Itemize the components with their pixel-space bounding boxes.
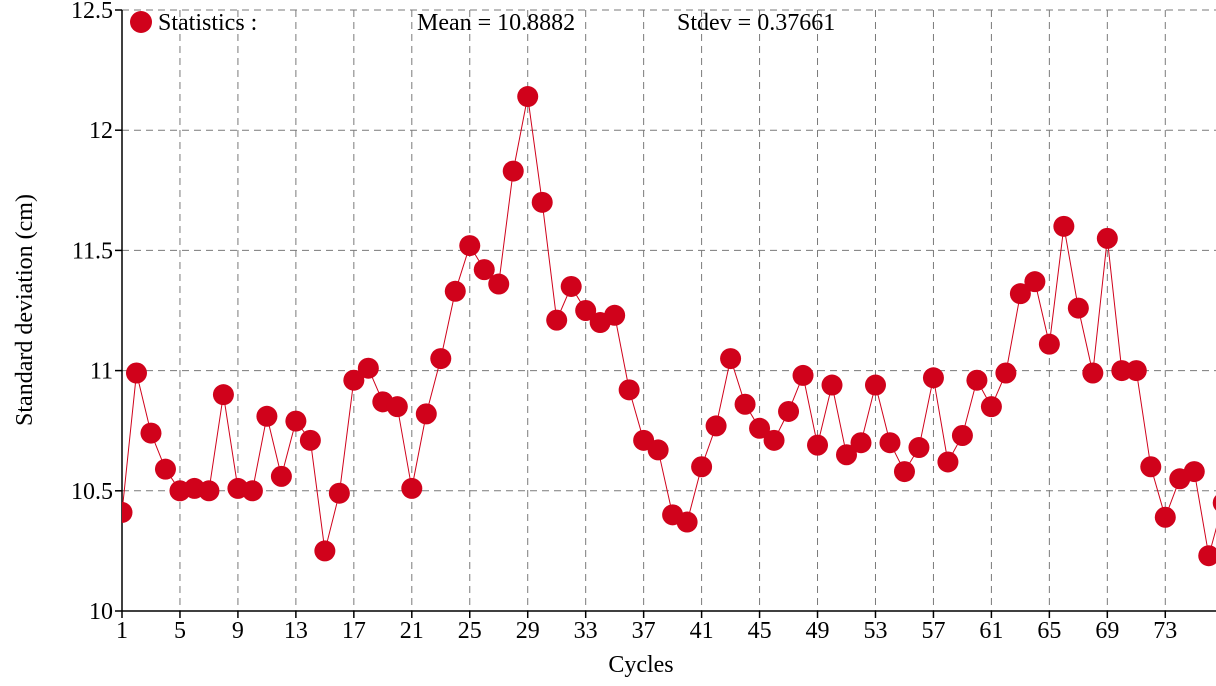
data-point	[256, 406, 277, 427]
x-tick-label: 21	[400, 618, 424, 644]
data-point	[546, 310, 567, 331]
data-point	[981, 396, 1002, 417]
data-point	[285, 411, 306, 432]
x-tick-label: 29	[516, 618, 540, 644]
x-tick-label: 9	[232, 618, 244, 644]
data-point	[242, 480, 263, 501]
x-tick-label: 61	[979, 618, 1003, 644]
data-point	[314, 540, 335, 561]
data-point	[1082, 363, 1103, 384]
x-tick-label: 73	[1153, 618, 1177, 644]
data-point	[850, 432, 871, 453]
data-point	[793, 365, 814, 386]
data-point	[952, 425, 973, 446]
data-point	[966, 370, 987, 391]
y-tick-label: 11.5	[72, 238, 113, 264]
y-tick-label: 10	[89, 599, 113, 625]
data-point	[561, 276, 582, 297]
data-point	[937, 451, 958, 472]
x-tick-label: 41	[690, 618, 714, 644]
x-tick-label: 33	[574, 618, 598, 644]
data-point	[822, 375, 843, 396]
mean-readout: Mean = 10.8882	[417, 10, 575, 36]
data-point	[1068, 298, 1089, 319]
data-point	[706, 415, 727, 436]
data-point	[691, 456, 712, 477]
data-point	[416, 403, 437, 424]
data-point	[445, 281, 466, 302]
data-point	[517, 86, 538, 107]
x-tick-label: 49	[806, 618, 830, 644]
x-axis-title: Cycles	[608, 652, 673, 678]
legend: Statistics : Mean = 10.8882 Stdev = 0.37…	[130, 10, 835, 36]
data-point	[387, 396, 408, 417]
data-point	[213, 384, 234, 405]
data-point	[865, 375, 886, 396]
data-point	[1155, 507, 1176, 528]
data-point	[764, 430, 785, 451]
data-point	[778, 401, 799, 422]
data-point	[604, 305, 625, 326]
data-point	[1097, 228, 1118, 249]
data-point	[1140, 456, 1161, 477]
x-tick-label: 25	[458, 618, 482, 644]
data-point	[1024, 271, 1045, 292]
data-point	[619, 379, 640, 400]
x-tick-label: 69	[1095, 618, 1119, 644]
y-tick-label: 10.5	[71, 479, 113, 505]
data-point	[329, 483, 350, 504]
data-point	[155, 459, 176, 480]
data-point	[430, 348, 451, 369]
data-point	[995, 363, 1016, 384]
data-point	[807, 435, 828, 456]
data-point	[126, 363, 147, 384]
x-tick-label: 37	[632, 618, 656, 644]
data-point	[459, 235, 480, 256]
data-point	[401, 478, 422, 499]
data-point	[720, 348, 741, 369]
data-point	[271, 466, 292, 487]
y-tick-label: 12	[89, 118, 113, 144]
data-point	[1184, 461, 1205, 482]
data-point	[532, 192, 553, 213]
legend-marker	[130, 11, 152, 33]
data-point	[358, 358, 379, 379]
data-point	[140, 423, 161, 444]
data-point	[879, 432, 900, 453]
data-point	[198, 480, 219, 501]
data-point	[677, 512, 698, 533]
stdev-readout: Stdev = 0.37661	[677, 10, 835, 36]
data-point	[503, 161, 524, 182]
data-point	[923, 367, 944, 388]
x-tick-label: 17	[342, 618, 366, 644]
data-point	[488, 274, 509, 295]
data-point	[908, 437, 929, 458]
data-point	[648, 439, 669, 460]
x-tick-label: 65	[1037, 618, 1061, 644]
data-point	[1053, 216, 1074, 237]
x-tick-label: 57	[921, 618, 945, 644]
data-point	[1126, 360, 1147, 381]
legend-label: Statistics :	[158, 10, 257, 36]
x-tick-label: 45	[748, 618, 772, 644]
y-axis-title: Standard deviation (cm)	[12, 194, 38, 426]
x-tick-label: 5	[174, 618, 186, 644]
data-point	[735, 394, 756, 415]
y-tick-label: 11	[90, 359, 113, 385]
data-point	[894, 461, 915, 482]
y-tick-label: 12.5	[71, 0, 113, 24]
data-point	[1039, 334, 1060, 355]
data-point	[300, 430, 321, 451]
x-tick-label: 53	[863, 618, 887, 644]
x-tick-label: 13	[284, 618, 308, 644]
x-tick-label: 1	[116, 618, 128, 644]
